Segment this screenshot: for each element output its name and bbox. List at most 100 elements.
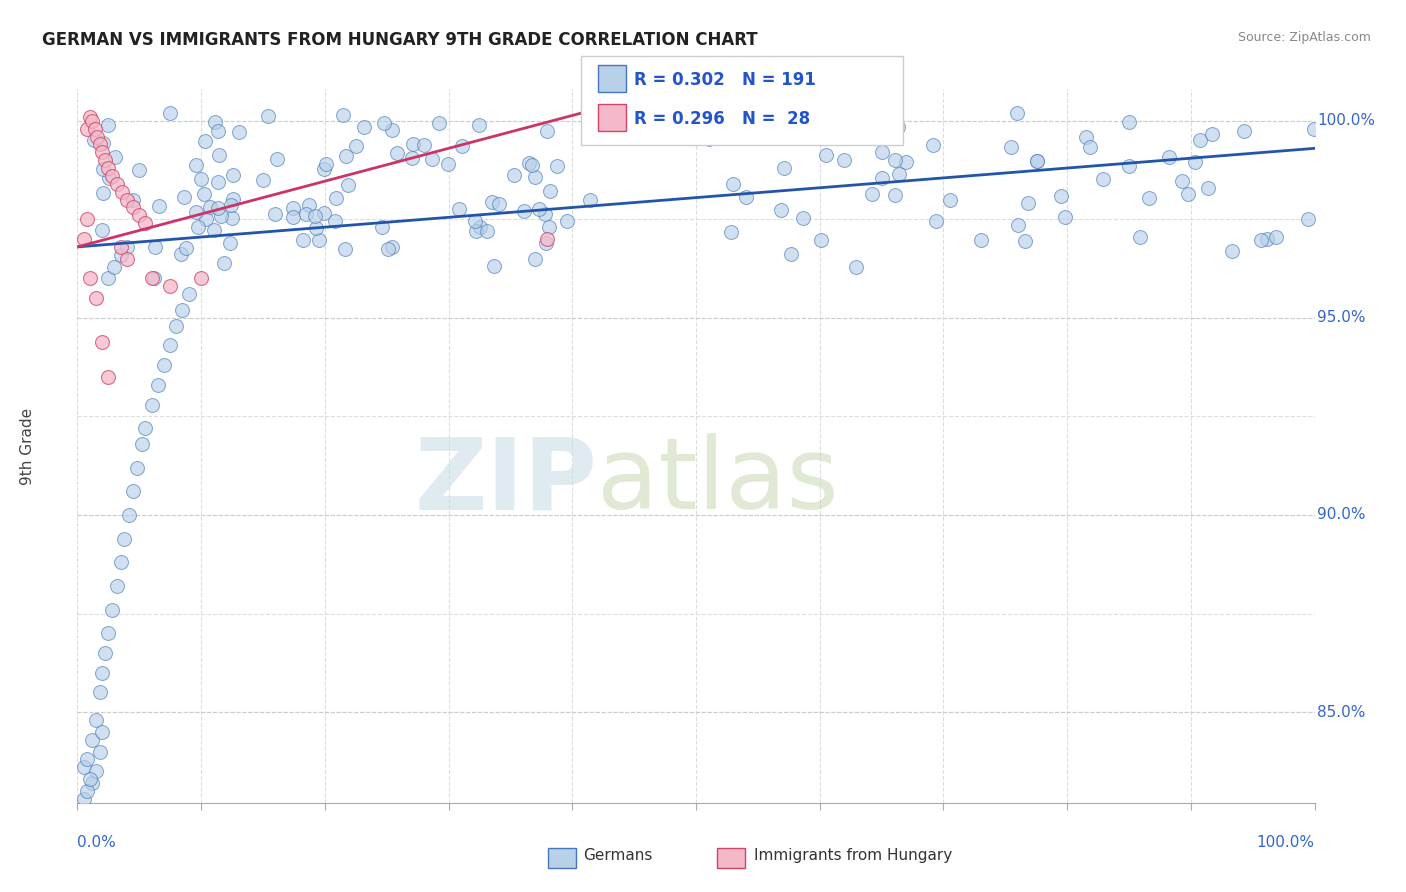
Point [173, 190, 195, 204]
Point [721, 177, 744, 191]
Point [304, 209, 326, 223]
Point [212, 255, 235, 269]
Point [76, 212, 98, 227]
Point [72, 232, 94, 246]
Point [381, 123, 404, 137]
Point [315, 157, 337, 171]
Point [353, 120, 375, 135]
Point [970, 233, 993, 247]
Point [121, 193, 143, 207]
Point [1050, 189, 1073, 203]
Point [536, 123, 558, 137]
Point [83, 133, 105, 147]
Point [146, 377, 169, 392]
Point [780, 114, 803, 128]
Point [97, 626, 120, 640]
Point [143, 271, 166, 285]
Point [1197, 181, 1219, 195]
Point [1220, 244, 1243, 258]
Point [159, 338, 181, 352]
Text: R = 0.296   N =  28: R = 0.296 N = 28 [634, 110, 810, 128]
Point [97, 271, 120, 285]
Point [536, 232, 558, 246]
Point [200, 200, 222, 214]
Point [887, 167, 910, 181]
Point [89, 745, 111, 759]
Point [527, 202, 550, 216]
Point [546, 159, 568, 173]
Point [886, 120, 908, 134]
Point [482, 259, 505, 273]
Point [377, 242, 399, 256]
Point [110, 240, 132, 254]
Point [1137, 191, 1160, 205]
Point [1074, 129, 1097, 144]
Point [141, 271, 163, 285]
Point [720, 226, 742, 240]
Point [72, 760, 94, 774]
Point [187, 220, 209, 235]
Point [194, 134, 217, 148]
Point [208, 148, 231, 162]
Point [222, 168, 245, 182]
Point [111, 185, 134, 199]
Text: Germans: Germans [583, 848, 652, 863]
Point [82, 776, 104, 790]
Point [325, 191, 347, 205]
Point [118, 508, 141, 522]
Point [219, 236, 242, 251]
Text: Immigrants from Hungary: Immigrants from Hungary [754, 848, 952, 863]
Point [401, 151, 423, 165]
Point [1157, 150, 1180, 164]
Point [281, 210, 304, 224]
Point [101, 169, 124, 183]
Point [1092, 172, 1115, 186]
Point [105, 579, 128, 593]
Point [93, 153, 115, 168]
Point [115, 240, 138, 254]
Point [184, 158, 207, 172]
Point [1005, 106, 1028, 120]
Point [579, 193, 602, 207]
Point [228, 126, 250, 140]
Point [266, 152, 288, 166]
Point [884, 153, 907, 168]
Point [291, 234, 314, 248]
Point [170, 246, 193, 260]
Point [520, 157, 543, 171]
Point [792, 211, 814, 225]
Point [207, 124, 229, 138]
Point [413, 138, 436, 153]
Point [131, 437, 153, 451]
Point [79, 110, 101, 124]
Point [464, 214, 486, 228]
Point [222, 192, 245, 206]
Point [1233, 124, 1256, 138]
Point [1256, 232, 1278, 246]
Point [1296, 211, 1319, 226]
Text: 100.0%: 100.0% [1317, 113, 1375, 128]
Point [1129, 230, 1152, 244]
Point [83, 121, 105, 136]
Text: ZIP: ZIP [415, 434, 598, 530]
Point [143, 239, 166, 253]
Point [475, 224, 498, 238]
Point [295, 206, 318, 220]
Point [112, 532, 135, 546]
Point [153, 358, 176, 372]
Point [662, 120, 685, 135]
Point [1184, 154, 1206, 169]
Point [860, 186, 883, 201]
Point [1026, 154, 1049, 169]
Text: R = 0.302   N = 191: R = 0.302 N = 191 [634, 71, 815, 89]
Text: 95.0%: 95.0% [1317, 310, 1365, 326]
Point [104, 150, 127, 164]
Point [735, 190, 758, 204]
Point [93, 646, 115, 660]
Point [84, 764, 107, 779]
Text: 100.0%: 100.0% [1257, 835, 1315, 850]
Point [555, 214, 578, 228]
Point [834, 153, 856, 167]
Point [1264, 230, 1286, 244]
Point [115, 193, 138, 207]
